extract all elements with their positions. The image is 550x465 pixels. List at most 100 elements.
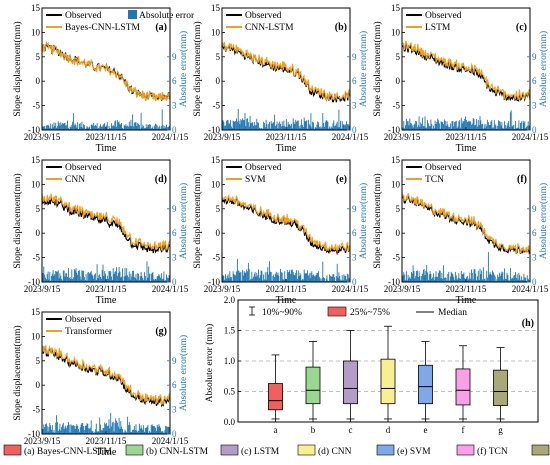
y-tick-label: 5 (396, 204, 401, 214)
panel-b: -10 -5 0 5 10 15 0 3 6 9 2023/9/15 2023/11/15 2024/1… (192, 3, 369, 154)
y-tick-label: 1.5 (224, 326, 236, 336)
y-right-tick-label: 3 (352, 101, 357, 111)
y-right-tick-label: 6 (172, 380, 177, 390)
legend-label: (c) LSTM (241, 446, 280, 457)
abs-error-series (402, 252, 530, 282)
panel-label: (c) (516, 22, 527, 33)
y-tick-label: 10 (31, 331, 41, 341)
y-right-tick-label: 3 (532, 253, 537, 263)
legend: Observed LSTM (406, 11, 462, 33)
legend-predicted-label: LSTM (425, 23, 451, 33)
x-tick-label: 2023/9/15 (204, 284, 241, 294)
y-tick-label: -5 (33, 101, 41, 111)
legend-observed-label: Observed (425, 163, 462, 173)
y-right-tick-label: 3 (532, 101, 537, 111)
y-right-axis-label: Absolute error(mm) (538, 183, 549, 259)
legend-predicted-label: CNN-LSTM (245, 23, 294, 33)
y-tick-label: 15 (391, 155, 401, 165)
box-b: b (305, 341, 321, 435)
panel-f: -10 -5 0 5 10 15 0 3 6 9 2023/9/15 2023/11/15 2024/1… (372, 155, 549, 306)
y-tick-label: 1.0 (224, 356, 236, 366)
legend-label: (d) CNN (318, 446, 352, 457)
y-axis-label: Slope displacement(mm) (12, 21, 23, 116)
x-tick-label: g (498, 425, 503, 435)
legend-observed-label: Observed (245, 163, 282, 173)
panel-label: (d) (155, 174, 167, 185)
box-d: d (380, 325, 396, 435)
bottom-legend-item: (g) Transformer (531, 444, 550, 456)
legend-predicted-label: SVM (245, 175, 266, 185)
legend-swatch (376, 444, 395, 456)
bottom-legend-item: (f) TCN (456, 444, 508, 457)
legend-label: (b) CNN-LSTM (146, 446, 209, 457)
y-tick-label: 10 (211, 27, 221, 37)
x-tick-label: 2023/11/15 (86, 284, 127, 294)
y-tick-label: 0.0 (224, 417, 236, 427)
bottom-legend-item: (c) LSTM (220, 444, 280, 457)
bottom-legend-item: (d) CNN (297, 444, 352, 457)
y-tick-label: -5 (213, 101, 221, 111)
y-tick-label: -10 (388, 277, 400, 287)
panel-g: -10 -5 0 5 10 15 0 3 6 9 2023/9/15 2023/11/15 2024/1… (12, 307, 189, 458)
bottom-legend: (a) Bayes-CNN-LSTM (b) CNN-LSTM (c) LSTM (d… (3, 444, 550, 457)
y-tick-label: -10 (28, 277, 40, 287)
panel-label: (b) (335, 22, 347, 33)
x-tick-label: f (462, 425, 465, 435)
y-tick-label: 5 (36, 52, 41, 62)
x-axis-label: Time (96, 447, 117, 458)
x-tick-label: 2023/9/15 (24, 436, 61, 446)
bottom-legend-item: (e) SVM (376, 444, 431, 457)
y-right-tick-label: 0 (352, 277, 357, 287)
y-axis-label: Slope displacement(mm) (372, 21, 383, 116)
abs-error-series (42, 109, 170, 130)
x-tick-label: 2023/11/15 (446, 132, 487, 142)
iqr-box (268, 383, 283, 411)
legend-swatch (3, 444, 22, 456)
panel-e: -10 -5 0 5 10 15 0 3 6 9 2023/9/15 2023/11/15 2024/1… (192, 155, 369, 306)
legend-label: (f) TCN (477, 446, 508, 457)
legend-observed-label: Observed (65, 11, 102, 21)
legend: Observed TCN (406, 163, 462, 185)
panel-h-boxplot: 0.0 0.5 1.0 1.5 2.0 Absolute error (mm) a b c d e f… (204, 295, 539, 435)
panel-label: (e) (336, 174, 347, 185)
y-tick-label: -5 (393, 101, 401, 111)
legend-range-label: 10%~90% (262, 308, 302, 318)
y-tick-label: 15 (31, 307, 41, 317)
legend: Observed CNN (46, 163, 102, 185)
x-tick-label: 2023/11/15 (86, 132, 127, 142)
predicted-line (41, 40, 171, 102)
x-tick-label: d (386, 425, 391, 435)
box-c: c (343, 330, 358, 435)
observed-line (221, 43, 351, 103)
panel-c: -10 -5 0 5 10 15 0 3 6 9 2023/9/15 2023/11/15 2024/1… (372, 3, 549, 154)
predicted-line (221, 193, 351, 254)
predicted-line (41, 345, 171, 406)
y-right-tick-label: 6 (172, 76, 177, 86)
y-axis-label: Absolute error (mm) (204, 324, 215, 403)
iqr-box (455, 368, 471, 406)
y-right-axis-label: Absolute error(mm) (538, 31, 549, 107)
abs-error-series (42, 261, 170, 282)
x-axis-label: Time (96, 143, 117, 154)
y-tick-label: -10 (208, 277, 220, 287)
y-right-tick-label: 6 (352, 228, 357, 238)
y-right-tick-label: 0 (532, 125, 537, 135)
y-tick-label: 0 (36, 228, 41, 238)
bottom-legend-item: (a) Bayes-CNN-LSTM (3, 444, 112, 457)
y-right-axis-label: Absolute error(mm) (178, 31, 189, 107)
x-tick-label: 2023/11/15 (86, 436, 127, 446)
y-tick-label: 0 (396, 228, 401, 238)
x-tick-label: b (311, 425, 316, 435)
x-tick-label: c (349, 425, 353, 435)
legend: Observed CNN-LSTM (226, 11, 294, 33)
y-axis-label: Slope displacement(mm) (12, 325, 23, 420)
iqr-box (418, 364, 433, 405)
predicted-line (401, 193, 531, 255)
legend: Observed Bayes-CNN-LSTM Absolute error (46, 10, 195, 33)
y-right-tick-label: 3 (352, 253, 357, 263)
y-tick-label: 15 (31, 155, 41, 165)
box-f: f (455, 345, 471, 435)
y-right-tick-label: 0 (172, 277, 177, 287)
iqr-box (343, 360, 358, 405)
